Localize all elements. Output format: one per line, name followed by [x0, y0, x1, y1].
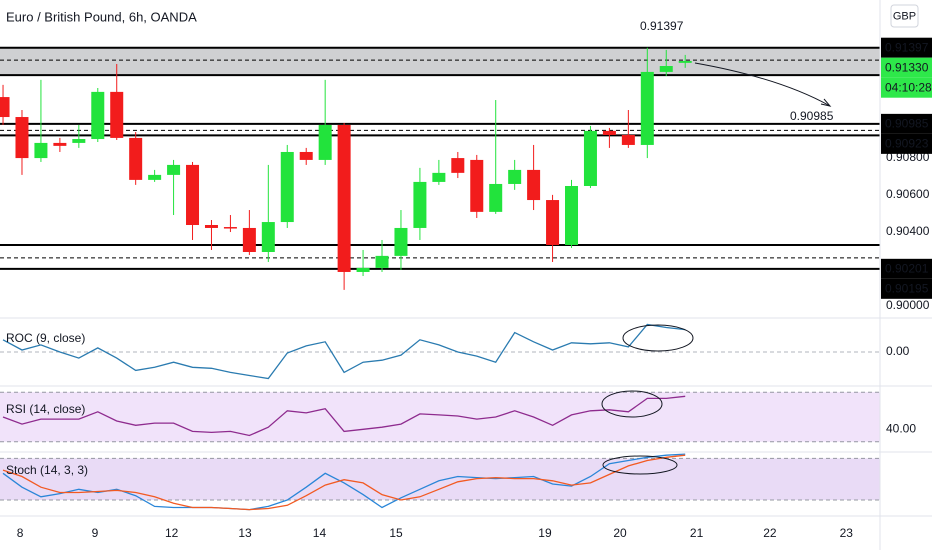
- candle-body: [470, 159, 484, 212]
- price-label: 0.90923: [885, 137, 929, 151]
- backgrounds: [0, 47, 880, 500]
- price-label: 0.90985: [885, 117, 929, 131]
- candle-body: [280, 151, 294, 223]
- pane-title: RSI (14, close): [6, 402, 85, 416]
- countdown-box: [881, 77, 932, 98]
- candle-body: [413, 181, 427, 228]
- candle-body: [186, 164, 200, 226]
- candle-body: [527, 169, 541, 201]
- y-tick-label: 40.00: [886, 422, 916, 436]
- candle-body: [640, 71, 654, 145]
- currency-box[interactable]: [890, 4, 919, 28]
- x-tick-label: 22: [763, 526, 777, 540]
- candle-body: [375, 255, 389, 268]
- y-tick-label: 0.00: [886, 344, 910, 358]
- price-label-box: [881, 57, 932, 78]
- x-tick-label: 8: [17, 526, 24, 540]
- x-tick-label: 23: [840, 526, 854, 540]
- x-tick-label: 13: [238, 526, 252, 540]
- zone: [0, 47, 880, 76]
- candle-body: [337, 124, 351, 272]
- x-tick-label: 9: [92, 526, 99, 540]
- countdown: 04:10:28: [885, 80, 932, 94]
- arrow: [694, 62, 831, 107]
- price-label: 0.90195: [885, 281, 929, 295]
- chart-title: Euro / British Pound, 6h, OANDA: [6, 9, 197, 24]
- candle-body: [489, 183, 503, 212]
- candle-body: [356, 267, 370, 272]
- candle-body: [91, 91, 105, 140]
- x-tick-label: 21: [690, 526, 704, 540]
- indicator-line: [2, 453, 686, 511]
- indicator-line: [2, 454, 686, 511]
- currency[interactable]: GBP: [893, 10, 916, 22]
- candle-body: [394, 227, 408, 256]
- candle-body: [565, 185, 579, 245]
- x-tick-label: 14: [313, 526, 327, 540]
- candle-body: [621, 134, 635, 145]
- y-tick-label: 0.90600: [886, 187, 930, 201]
- candle-body: [678, 61, 692, 63]
- indicator-line: [2, 395, 686, 437]
- x-tick-label: 12: [165, 526, 179, 540]
- highlight-ellipse: [622, 324, 694, 352]
- candle-body: [451, 158, 465, 173]
- band: [0, 392, 880, 442]
- x-tick-label: 19: [538, 526, 552, 540]
- candle-body: [110, 91, 124, 138]
- candle-body: [602, 130, 616, 135]
- candle-body: [223, 227, 237, 229]
- candle-body: [318, 124, 332, 160]
- candle-body: [129, 137, 143, 180]
- candle-body: [0, 97, 10, 118]
- price-label-box: [881, 133, 932, 154]
- price-label-box: [881, 278, 932, 299]
- candle-body: [148, 174, 162, 180]
- candle-body: [432, 172, 446, 182]
- price-label-box: [881, 113, 932, 134]
- highlight-ellipse: [602, 455, 678, 475]
- candle-body: [204, 225, 218, 228]
- annotation: 0.91397: [640, 19, 684, 33]
- candle-body: [261, 222, 275, 252]
- plot: 8 9 12 13 14 15 19 20 21 22 23 0.90000 0.90400 0.9060…: [0, 37, 932, 540]
- band: [0, 458, 880, 500]
- x-tick-label: 20: [613, 526, 627, 540]
- candle-body: [508, 169, 522, 184]
- candle-body: [659, 66, 673, 72]
- candle-body: [15, 117, 29, 159]
- candle-body: [299, 151, 313, 160]
- price-label-box: [881, 37, 932, 58]
- y-tick-label: 0.90400: [886, 224, 930, 238]
- highlight-ellipse: [601, 390, 663, 418]
- price-label-box: [881, 258, 932, 279]
- price-label: 0.90201: [885, 261, 929, 275]
- annotation: 0.90985: [790, 109, 834, 123]
- candle-body: [546, 200, 560, 245]
- x-tick-label: 15: [389, 526, 403, 540]
- price-label: 0.91330: [885, 60, 929, 74]
- price-label: 0.91397: [885, 40, 929, 54]
- candle-body: [167, 164, 181, 175]
- candle-body: [34, 142, 48, 159]
- y-tick-label: 0.90000: [886, 298, 930, 312]
- candle-body: [583, 130, 597, 186]
- pane-title: ROC (9, close): [6, 331, 85, 345]
- candle-body: [72, 139, 86, 143]
- pane-title: Stoch (14, 3, 3): [6, 463, 88, 477]
- candle-body: [53, 142, 67, 146]
- candle-body: [242, 227, 256, 252]
- indicator-line: [2, 323, 686, 380]
- arrow-head: [820, 98, 832, 107]
